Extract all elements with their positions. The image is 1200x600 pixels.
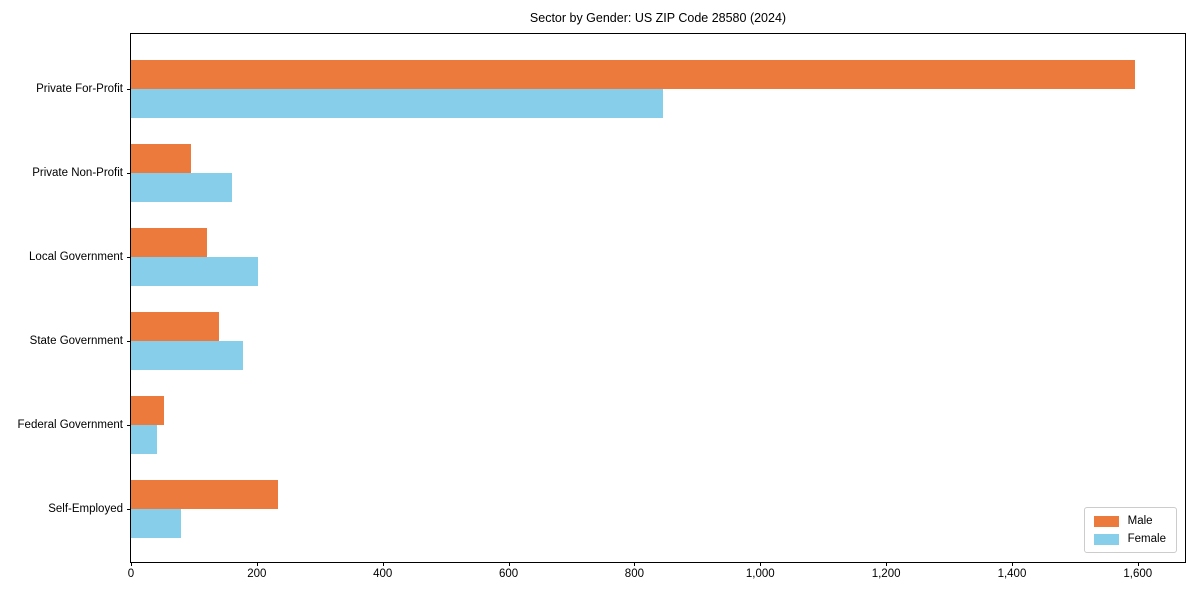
- x-axis-tick-mark: [760, 562, 762, 566]
- chart-title: Sector by Gender: US ZIP Code 28580 (202…: [529, 11, 787, 25]
- legend-swatch-male: [1093, 515, 1119, 527]
- x-axis-tick-label: 400: [373, 568, 393, 580]
- bar-male-state-government: [131, 312, 220, 341]
- y-axis-category-label: State Government: [29, 335, 123, 347]
- legend: Male Female: [1083, 507, 1177, 553]
- y-axis-tick-mark: [127, 257, 131, 258]
- bar-female-self-employed: [131, 509, 181, 538]
- bar-female-state-government: [131, 341, 243, 370]
- y-axis-category-label: Self-Employed: [48, 503, 123, 515]
- legend-swatch-female: [1093, 533, 1119, 545]
- x-axis-tick-mark: [508, 562, 510, 566]
- x-axis-tick-label: 1,200: [871, 568, 901, 580]
- x-axis-tick-mark: [131, 562, 132, 566]
- x-axis-tick-label: 0: [127, 568, 135, 580]
- plot-area: Private For-Profit Private Non-Profit Loca…: [18, 33, 1186, 580]
- y-axis-tick-mark: [127, 173, 131, 174]
- bar-male-self-employed: [131, 480, 278, 509]
- x-axis-tick-label: 1,600: [1123, 568, 1153, 580]
- y-axis-category-label: Private For-Profit: [36, 83, 123, 95]
- y-axis-category-label: Private Non-Profit: [32, 167, 123, 179]
- bar-female-private-non-profit: [131, 173, 232, 202]
- x-axis-tick-mark: [1137, 562, 1139, 566]
- legend-entry-male: Male: [1093, 515, 1166, 527]
- x-axis-tick-label: 1,000: [745, 568, 775, 580]
- y-axis-tick-mark: [127, 425, 131, 426]
- x-axis-tick-label: 200: [247, 568, 267, 580]
- legend-label-male: Male: [1127, 515, 1153, 527]
- legend-label-female: Female: [1127, 533, 1166, 545]
- x-axis-tick-mark: [634, 562, 636, 566]
- x-axis-tick-label: 1,400: [997, 568, 1027, 580]
- y-axis-tick-mark: [127, 341, 131, 342]
- x-axis-tick-label: 600: [498, 568, 519, 580]
- bar-female-federal-government: [131, 425, 158, 454]
- legend-entry-female: Female: [1093, 533, 1166, 545]
- bar-male-private-non-profit: [131, 144, 191, 173]
- bar-male-private-for-profit: [131, 60, 1135, 89]
- bar-female-private-for-profit: [131, 89, 663, 118]
- bar-male-local-government: [131, 228, 207, 257]
- y-axis-tick-mark: [127, 509, 131, 510]
- x-axis-tick-mark: [256, 562, 258, 566]
- y-axis-tick-mark: [127, 89, 131, 90]
- x-axis-tick-label: 800: [624, 568, 644, 580]
- bar-female-local-government: [131, 257, 259, 286]
- x-axis-tick-mark: [886, 562, 888, 566]
- bar-male-federal-government: [131, 396, 164, 425]
- y-axis-category-label: Federal Government: [17, 419, 123, 431]
- x-axis-tick-mark: [382, 562, 384, 566]
- x-axis-tick-mark: [1011, 562, 1013, 566]
- y-axis-category-label: Local Government: [29, 251, 123, 263]
